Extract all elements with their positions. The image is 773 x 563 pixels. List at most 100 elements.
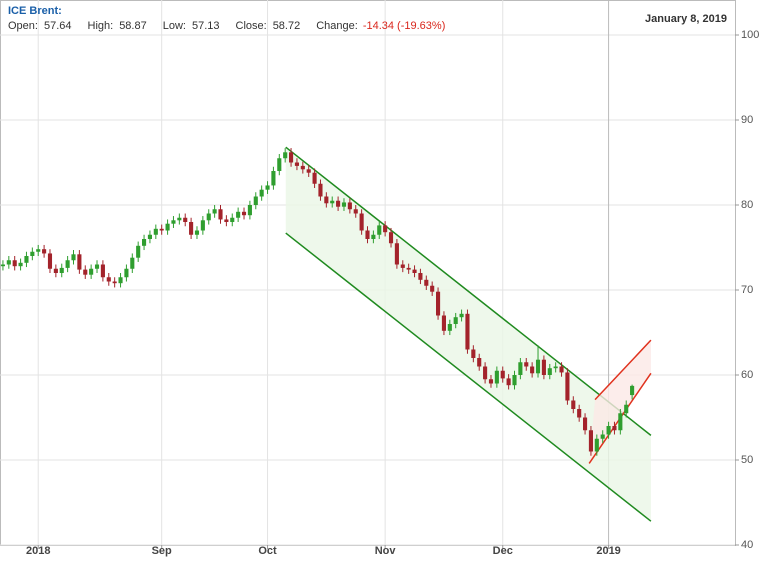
candle-body bbox=[612, 426, 617, 431]
x-tick-label: Oct bbox=[258, 545, 277, 557]
candle-body bbox=[553, 366, 558, 369]
candle-body bbox=[477, 358, 482, 367]
candle-body bbox=[277, 158, 282, 171]
stat-label: Low: bbox=[163, 20, 186, 32]
date: January 8, 2019 bbox=[645, 13, 727, 25]
candle-body bbox=[71, 254, 76, 261]
candle-body bbox=[147, 234, 152, 239]
change-value: -14.34 (-19.63%) bbox=[363, 20, 446, 32]
candle-body bbox=[36, 249, 41, 252]
candle-body bbox=[183, 217, 188, 222]
y-tick-label: 40 bbox=[741, 539, 753, 551]
candle-body bbox=[524, 362, 529, 367]
change-label: Change: bbox=[316, 20, 358, 32]
candle-body bbox=[24, 256, 29, 263]
candle-body bbox=[541, 359, 546, 375]
candle-body bbox=[441, 315, 446, 331]
candle-body bbox=[436, 291, 441, 316]
stat-value: 57.64 bbox=[44, 20, 72, 32]
x-tick-label: Sep bbox=[152, 545, 172, 557]
candle-body bbox=[365, 230, 370, 239]
candle-body bbox=[459, 313, 464, 318]
candle-body bbox=[42, 249, 47, 254]
candle-body bbox=[247, 205, 252, 216]
candle-body bbox=[371, 234, 376, 239]
candle-body bbox=[606, 426, 611, 435]
candle-body bbox=[559, 366, 564, 373]
stat-label: Open: bbox=[8, 20, 38, 32]
axes: 40 50 60 70 80 90 100 2018 Sep Oct Nov Dec 2019 bbox=[26, 29, 759, 557]
title: ICE Brent: bbox=[8, 5, 62, 17]
candle-body bbox=[94, 264, 100, 269]
candle-body bbox=[383, 225, 388, 233]
candle-body bbox=[200, 220, 205, 231]
candle-body bbox=[230, 217, 235, 222]
candle-body bbox=[530, 366, 535, 374]
candle-body bbox=[136, 245, 141, 258]
x-tick-label: 2018 bbox=[26, 545, 50, 557]
candle-body bbox=[577, 409, 582, 418]
candle-body bbox=[253, 196, 258, 205]
candle-body bbox=[518, 362, 523, 375]
candle-body bbox=[359, 213, 364, 231]
candle-body bbox=[594, 438, 599, 452]
candle-body bbox=[171, 220, 176, 224]
candle-body bbox=[353, 209, 358, 214]
candle-body bbox=[535, 359, 541, 374]
candle-body bbox=[53, 268, 58, 273]
candle-body bbox=[424, 279, 429, 286]
x-tick-label: Dec bbox=[493, 545, 513, 557]
stat-value: 58.72 bbox=[273, 20, 301, 32]
candle-body bbox=[30, 251, 35, 256]
candle-body bbox=[12, 260, 17, 267]
stat-value: 57.13 bbox=[192, 20, 220, 32]
candle-body bbox=[271, 171, 276, 186]
candle-body bbox=[394, 243, 399, 265]
candle-body bbox=[18, 262, 23, 267]
candle-body bbox=[547, 368, 552, 375]
x-tick-label: 2019 bbox=[596, 545, 620, 557]
candle-body bbox=[224, 219, 229, 222]
channel-upper bbox=[594, 339, 652, 401]
candle-body bbox=[142, 239, 147, 246]
candle-body bbox=[418, 273, 423, 280]
grid bbox=[0, 0, 735, 546]
candle-body bbox=[118, 277, 123, 284]
candle-body bbox=[100, 264, 105, 278]
candle-body bbox=[153, 228, 158, 235]
candle-body bbox=[89, 268, 94, 275]
channel-fill bbox=[589, 340, 651, 464]
candle-body bbox=[189, 222, 194, 235]
candle-body bbox=[341, 202, 347, 207]
candle-body bbox=[500, 370, 505, 379]
candle-body bbox=[330, 200, 335, 204]
candle-body bbox=[318, 183, 323, 197]
candle-body bbox=[471, 349, 476, 358]
candle-body bbox=[212, 209, 217, 214]
candle-body bbox=[453, 317, 458, 324]
candles bbox=[0, 148, 635, 456]
x-tick-label: Nov bbox=[375, 545, 397, 557]
candle-body bbox=[177, 217, 182, 221]
candle-body bbox=[259, 189, 264, 197]
channel-lower bbox=[285, 232, 652, 522]
candle-body bbox=[600, 434, 605, 439]
y-tick-label: 80 bbox=[741, 199, 753, 211]
candle-body bbox=[159, 228, 164, 231]
candle-body bbox=[265, 185, 270, 190]
candle-body bbox=[465, 313, 470, 350]
y-tick-label: 60 bbox=[741, 369, 753, 381]
stat-value: 58.87 bbox=[119, 20, 147, 32]
candle-body bbox=[77, 254, 82, 270]
y-tick-label: 70 bbox=[741, 284, 753, 296]
header: ICE Brent: January 8, 2019 Open: 57.64 Hig… bbox=[8, 5, 727, 32]
candle-body bbox=[206, 213, 211, 221]
candle-body bbox=[83, 269, 88, 275]
candle-body bbox=[447, 324, 452, 331]
candle-body bbox=[283, 152, 288, 159]
y-tick-label: 100 bbox=[741, 29, 759, 41]
candle-body bbox=[47, 253, 53, 269]
candle-body bbox=[130, 257, 135, 269]
